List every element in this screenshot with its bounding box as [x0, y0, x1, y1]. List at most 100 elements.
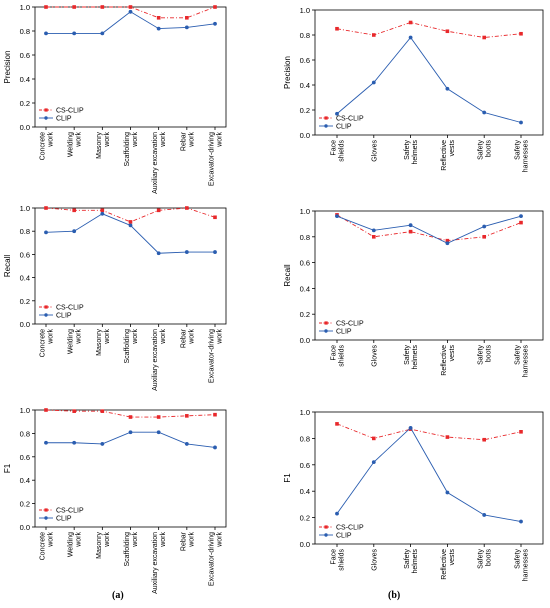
- y-tick-label: 0.4: [20, 476, 30, 485]
- cs-clip-point: [72, 208, 76, 213]
- legend-label: CLIP: [56, 313, 72, 320]
- plot-frame: [314, 9, 544, 136]
- x-tick-label: Faceshields: [331, 549, 346, 571]
- y-axis-label: Precision: [3, 51, 12, 84]
- legend-marker: [324, 124, 328, 128]
- y-tick-label: 0.0: [300, 336, 310, 345]
- x-tick-label: Safetyharnesses: [515, 345, 530, 378]
- clip-point: [335, 111, 339, 116]
- cs-clip-point: [128, 415, 133, 419]
- clip-point: [335, 214, 339, 219]
- clip-point: [408, 425, 413, 430]
- x-tick-label: Safetyharnesses: [515, 140, 530, 173]
- cs-clip-point: [185, 414, 189, 418]
- cs-clip-point: [185, 16, 189, 20]
- x-tick-label: Safetyboots: [478, 140, 493, 160]
- cs-clip-point: [372, 235, 376, 239]
- cs-clip-point: [128, 220, 133, 224]
- y-tick-label: 0.4: [20, 274, 30, 283]
- clip-point: [519, 214, 523, 219]
- clip-point: [100, 211, 105, 216]
- y-tick-label: 0.8: [300, 434, 310, 443]
- cs-clip-point: [372, 33, 376, 37]
- legend-marker: [44, 116, 48, 120]
- legend-label: CS-CLIP: [56, 305, 84, 312]
- y-tick-label: 0.8: [20, 227, 30, 236]
- cs-clip-point: [519, 220, 523, 225]
- y-axis-label: Recall: [3, 255, 12, 277]
- cs-clip-point: [100, 5, 105, 9]
- y-tick-label: 0.4: [300, 284, 310, 293]
- x-tick-label: Scaffoldingwork: [124, 329, 139, 364]
- cs-clip-series-line: [45, 207, 216, 223]
- y-tick-label: 0.8: [300, 233, 310, 242]
- clip-point: [184, 442, 189, 446]
- y-tick-label: 0.2: [20, 297, 30, 306]
- cs-clip-point: [335, 26, 339, 31]
- y-tick-label: 0.6: [300, 56, 310, 65]
- y-tick-label: 0.2: [20, 500, 30, 509]
- x-tick-label: Reflectivevests: [441, 140, 456, 171]
- x-tick-label: Auxiliary excavationwork: [152, 329, 167, 391]
- clip-point: [482, 513, 487, 517]
- clip-point: [213, 21, 217, 26]
- legend-label: CS-CLIP: [336, 116, 364, 123]
- x-tick-label: Gloves: [371, 140, 378, 162]
- cs-clip-point: [156, 16, 161, 20]
- y-axis-label: F1: [283, 473, 292, 483]
- cs-clip-point: [408, 20, 413, 25]
- clip-point: [44, 440, 48, 445]
- legend-label: CLIP: [56, 516, 72, 523]
- cs-clip-point: [44, 408, 48, 412]
- clip-point: [72, 440, 77, 445]
- legend-marker: [324, 525, 328, 529]
- x-tick-label: Safetyhelmets: [404, 345, 419, 370]
- x-tick-label: Concretework: [40, 132, 55, 161]
- cs-clip-point: [72, 5, 76, 9]
- clip-series-line: [46, 11, 216, 34]
- y-tick-label: 0.6: [20, 250, 30, 259]
- cs-clip-point: [44, 206, 48, 210]
- y-tick-label: 1.0: [300, 408, 310, 417]
- x-tick-label: Concretework: [40, 329, 55, 358]
- y-tick-label: 0.2: [20, 99, 30, 108]
- y-tick-label: 0.2: [300, 106, 310, 115]
- clip-point: [44, 230, 48, 235]
- clip-point: [156, 26, 161, 31]
- y-tick-label: 0.0: [300, 540, 310, 549]
- x-tick-label: Weldingwork: [68, 532, 83, 558]
- clip-point: [128, 223, 133, 228]
- x-tick-label: Weldingwork: [68, 329, 83, 355]
- clip-point: [408, 223, 413, 228]
- cs-clip-point: [213, 412, 217, 417]
- cs-clip-point: [44, 5, 48, 9]
- clip-point: [44, 31, 48, 36]
- cs-clip-point: [100, 409, 105, 413]
- legend-label: CS-CLIP: [56, 108, 84, 115]
- legend-label: CLIP: [336, 533, 352, 540]
- legend-label: CS-CLIP: [56, 508, 84, 515]
- x-tick-label: Auxiliary excavationwork: [152, 132, 167, 194]
- y-tick-label: 0.0: [300, 131, 310, 140]
- x-tick-label: Excavator-drivingwork: [209, 329, 224, 384]
- x-tick-label: Gloves: [371, 549, 378, 571]
- x-tick-label: Weldingwork: [68, 132, 83, 158]
- y-tick-label: 0.0: [20, 320, 30, 329]
- plot-frame: [314, 210, 544, 341]
- legend-marker: [44, 508, 48, 512]
- clip-point: [128, 430, 133, 435]
- x-tick-label: Masonrywork: [96, 132, 111, 159]
- y-tick-label: 1.0: [20, 204, 30, 213]
- clip-point: [519, 120, 523, 125]
- cs-clip-point: [213, 5, 217, 9]
- cs-clip-point: [482, 235, 486, 239]
- clip-point: [482, 224, 487, 229]
- x-tick-label: Scaffoldingwork: [124, 532, 139, 567]
- clip-point: [482, 110, 487, 115]
- y-tick-label: 0.6: [20, 51, 30, 60]
- y-tick-label: 0.0: [20, 123, 30, 132]
- clip-point: [519, 519, 523, 524]
- clip-point: [213, 250, 217, 254]
- x-tick-label: Masonrywork: [96, 532, 111, 559]
